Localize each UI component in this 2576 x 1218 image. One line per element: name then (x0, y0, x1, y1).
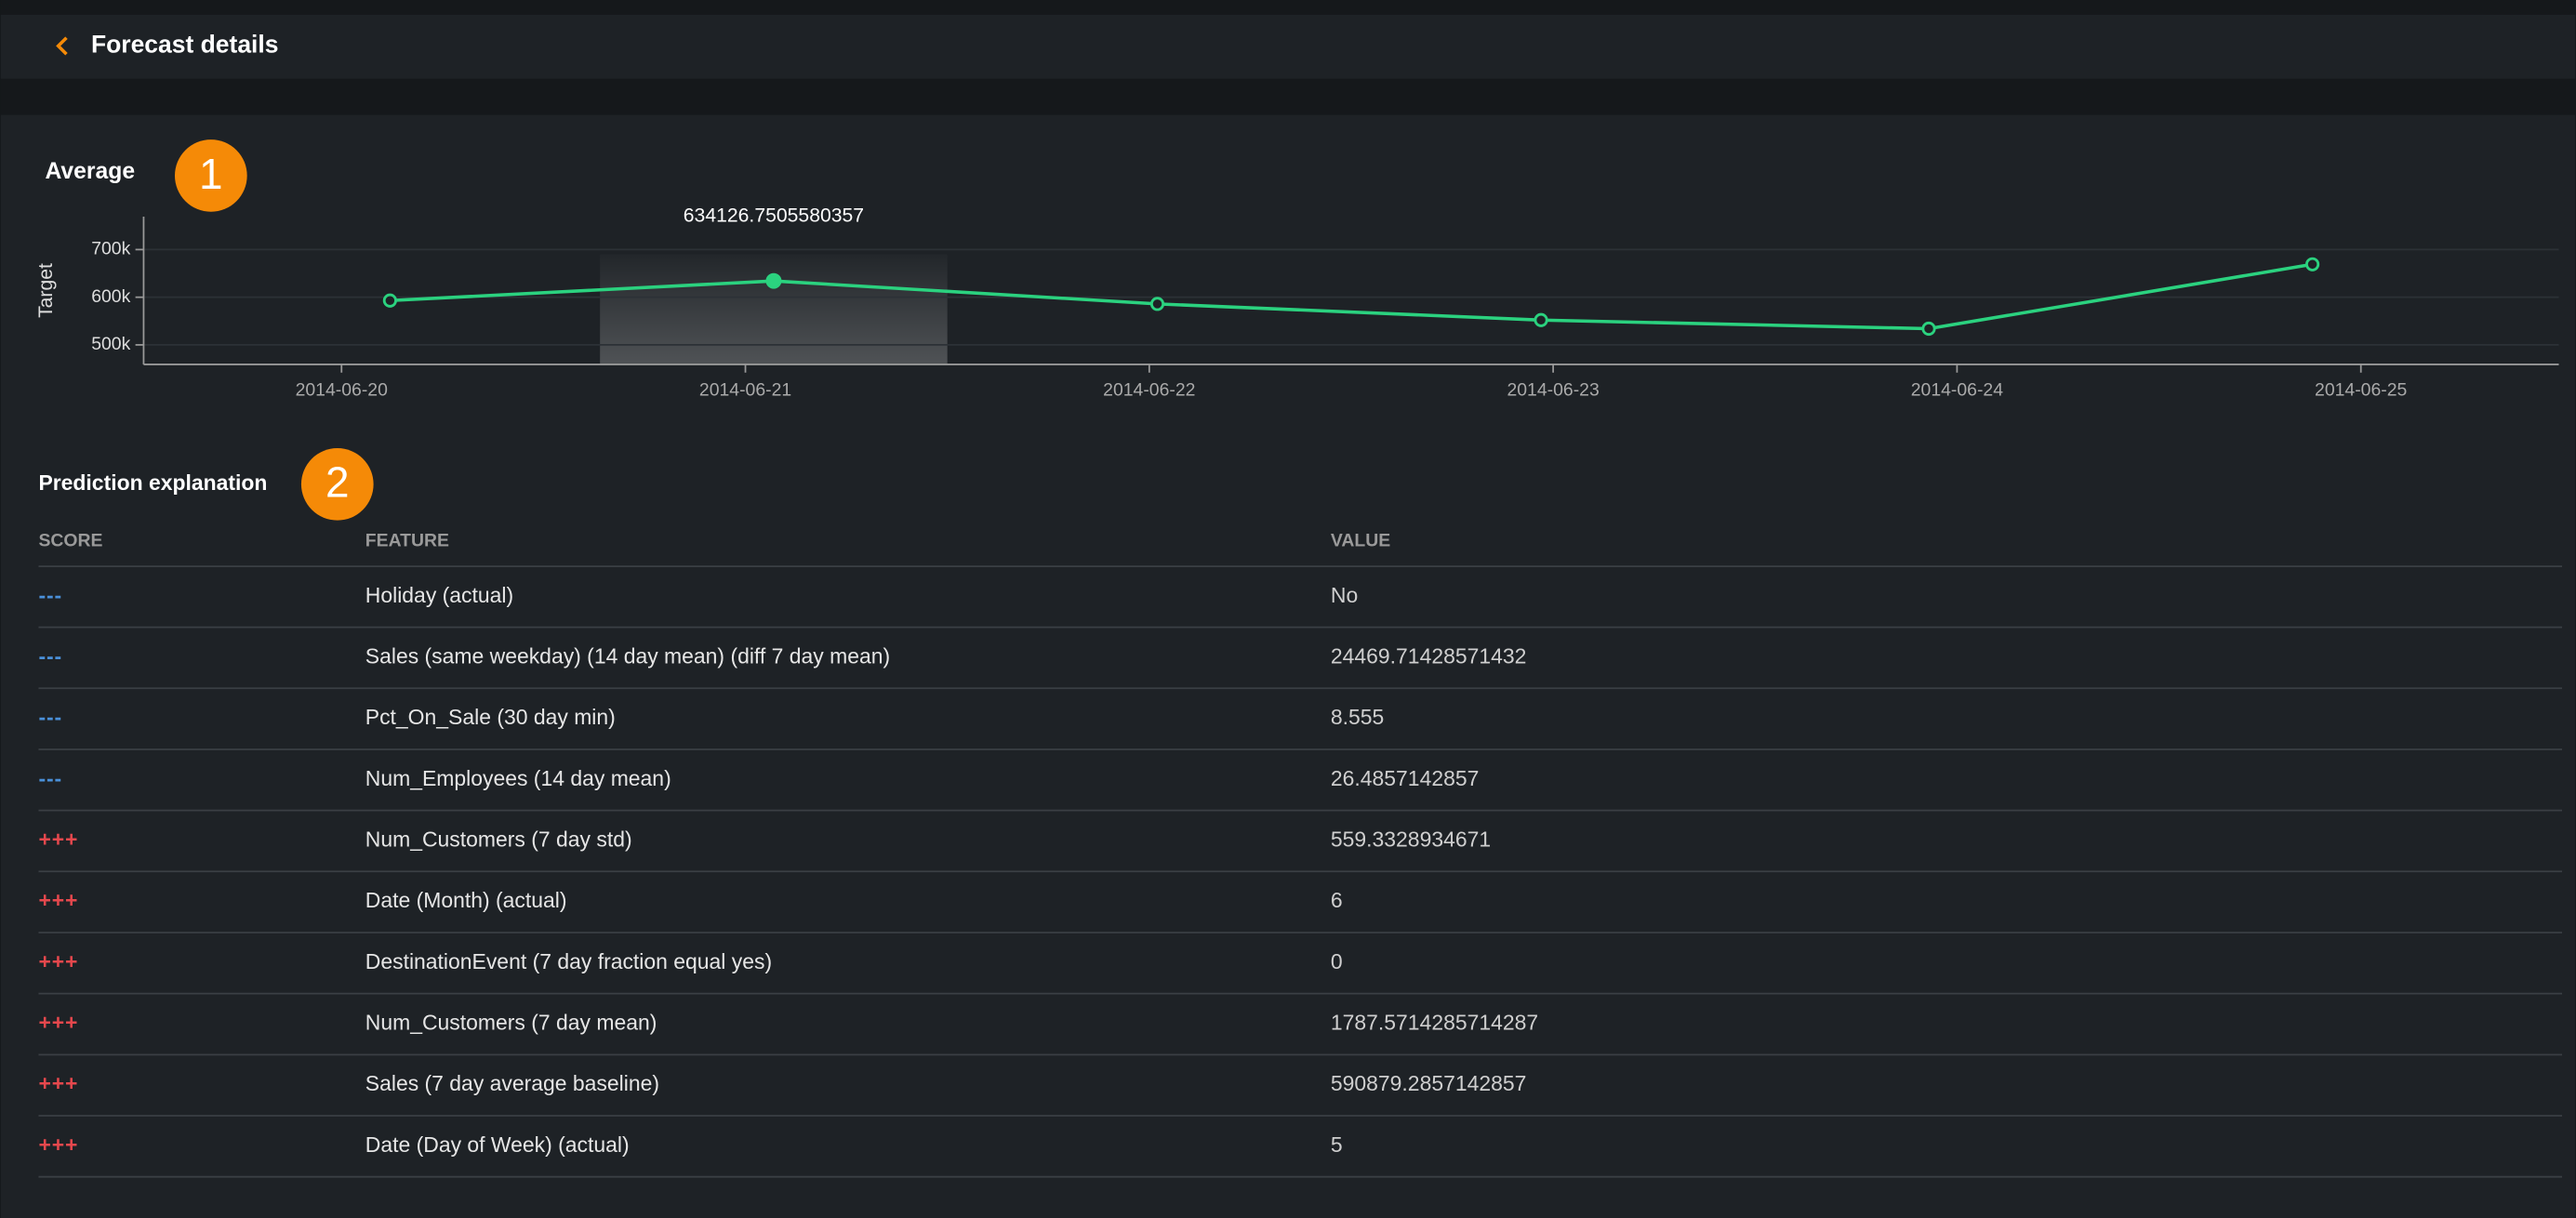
section-title: Prediction explanation (38, 470, 267, 495)
value: 24469.71428571432 (1331, 643, 1526, 668)
x-tick-label: 2014-06-25 (2315, 379, 2407, 400)
x-tick-label: 2014-06-24 (1911, 379, 2003, 400)
table: SCORE FEATURE VALUE--- Holiday (actual) No--… (38, 531, 2563, 1178)
score: +++ (38, 949, 78, 973)
line (390, 262, 2313, 331)
badge (174, 139, 247, 212)
top-bar (0, 14, 2576, 79)
y-tick-label: 600k (91, 286, 130, 307)
feature: Holiday (actual) (365, 583, 513, 607)
value: No (1331, 583, 1358, 607)
score: --- (38, 766, 62, 790)
value: 6 (1331, 888, 1343, 912)
value: 0 (1331, 949, 1343, 973)
table-row: --- Num_Employees (14 day mean) 26.4857142… (38, 766, 2563, 812)
table-row: +++ Sales (7 day average baseline) 590879.… (38, 1071, 2563, 1117)
y-tick-label: 700k (91, 239, 130, 259)
table-row: --- Sales (same weekday) (14 day mean) (d… (38, 643, 2563, 690)
feature: Num_Customers (7 day mean) (365, 1011, 657, 1035)
page-title: Forecast details (91, 30, 279, 58)
x-tick-label: 2014-06-21 (699, 379, 791, 400)
badge-label: 1 (199, 150, 223, 198)
x-tick-label: 2014-06-23 (1507, 379, 1599, 400)
table-row: +++ Date (Month) (actual) 6 (38, 888, 2563, 933)
feature: Pct_On_Sale (30 day min) (365, 705, 616, 729)
point (765, 272, 782, 289)
column-header: FEATURE (365, 531, 449, 551)
y-tick-label: 500k (91, 334, 130, 354)
table-row: +++ DestinationEvent (7 day fraction equa… (38, 949, 2563, 995)
score: +++ (38, 888, 78, 912)
feature: Sales (7 day average baseline) (365, 1071, 659, 1095)
chart-title: Average (46, 159, 136, 184)
feature: Sales (same weekday) (14 day mean) (diff… (365, 643, 890, 668)
table-row: +++ Num_Customers (7 day std) 559.33289346… (38, 827, 2563, 873)
x-tick-label: 2014-06-22 (1103, 379, 1195, 400)
value: 8.555 (1331, 705, 1384, 729)
score: +++ (38, 827, 78, 852)
value: 5 (1331, 1132, 1343, 1157)
score: +++ (38, 1071, 78, 1095)
y-axis-label: Target (35, 263, 57, 318)
table-row: --- Holiday (actual) No (38, 583, 2563, 629)
table-row: --- Pct_On_Sale (30 day min) 8.555 (38, 705, 2563, 750)
score: --- (38, 705, 62, 729)
back-button[interactable] (56, 36, 68, 56)
badge (300, 447, 374, 521)
feature: Num_Customers (7 day std) (365, 827, 632, 852)
feature: Date (Day of Week) (actual) (365, 1132, 630, 1157)
point (2304, 257, 2320, 271)
value: 590879.2857142857 (1331, 1071, 1526, 1095)
value: 559.3328934671 (1331, 827, 1491, 852)
feature: Date (Month) (actual) (365, 888, 567, 912)
table-row: +++ Num_Customers (7 day mean) 1787.571428… (38, 1011, 2563, 1056)
point (382, 293, 397, 308)
x-tick-label: 2014-06-20 (296, 379, 388, 400)
point (1149, 297, 1165, 311)
column-header: VALUE (1331, 531, 1390, 551)
point (1921, 321, 1936, 337)
highlight-band (600, 254, 948, 364)
feature: DestinationEvent (7 day fraction equal y… (365, 949, 772, 973)
badge-label: 2 (325, 458, 350, 507)
table-row: +++ Date (Day of Week) (actual) 5 (38, 1132, 2563, 1178)
point-annotation: 634126.7505580357 (684, 205, 864, 227)
value: 1787.5714285714287 (1331, 1011, 1538, 1035)
chart: 500k 600k 700k 2014-06-20 2014-06-21 2014-06-… (91, 205, 2559, 400)
score: --- (38, 583, 62, 607)
value: 26.4857142857 (1331, 766, 1479, 790)
score: +++ (38, 1011, 78, 1035)
score: --- (38, 643, 62, 668)
feature: Num_Employees (14 day mean) (365, 766, 671, 790)
column-header: SCORE (38, 531, 102, 551)
point (1534, 312, 1548, 327)
score: +++ (38, 1132, 78, 1157)
